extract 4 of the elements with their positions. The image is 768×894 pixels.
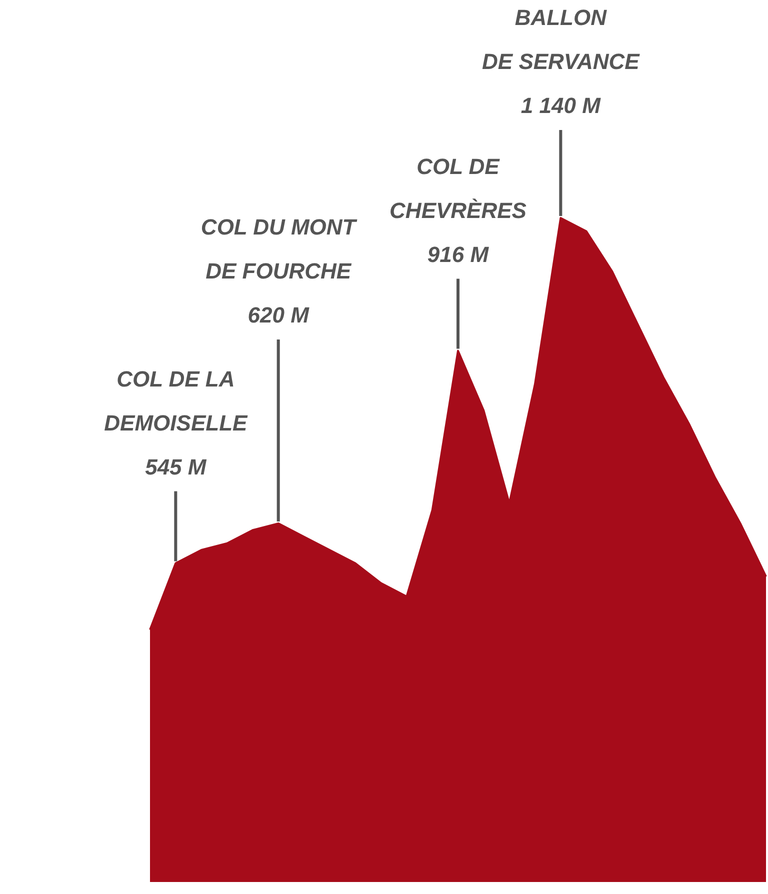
annotation: BALLON DE SERVANCE 1 140 M [482, 5, 641, 118]
annotation: COL DU MONT DE FOURCHE 620 M [200, 214, 358, 328]
annotation: COL DE LA DEMOISELLE 545 M [104, 366, 248, 480]
annotation: COL DE CHEVRÈRES 916 M [390, 154, 527, 267]
